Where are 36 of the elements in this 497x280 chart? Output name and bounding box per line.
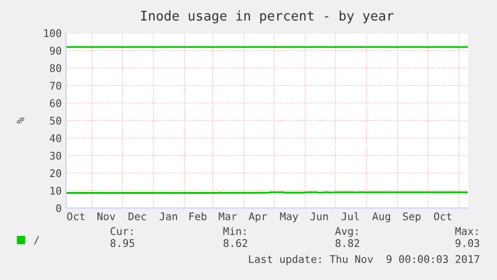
x-tick-label: Feb [189,212,206,220]
text: Cur: [110,227,132,236]
x-tick-label: Dec [128,212,146,220]
chart-title: Inode usage in percent - by year [141,10,394,24]
y-tick-label: 60 [50,99,62,108]
y-tick-label: 0 [56,204,62,212]
x-tick-label: Jun [310,212,328,220]
y-tick-label: 10 [50,186,62,195]
y-tick-label: 90 [50,46,62,55]
y-tick-label: 30 [50,152,62,160]
legend-label: / [34,236,39,245]
x-tick-label: Oct [434,212,452,220]
x-tick-label: Jan [160,212,177,220]
y-tick-label: 40 [50,134,62,142]
text: 8.82 [336,239,360,248]
text: 9.03 [456,239,480,248]
text: 8.62 [224,239,248,248]
x-tick-label: Apr [248,212,267,222]
x-tick-label: Jul [342,212,359,220]
x-tick-label: Aug [372,212,390,222]
x-tick-label: May [280,212,298,222]
text: Min: [223,226,246,235]
x-tick-label: Sep [403,212,420,222]
x-tick-label: Nov [98,212,116,220]
text: Avg: [335,227,358,238]
y-tick-label: 20 [50,169,62,178]
text: Last update: Thu Nov 9 00:00:03 2017 [249,254,480,266]
text: Max: [455,227,478,236]
x-tick-label: Mar [218,212,237,220]
text: 8.95 [110,239,134,248]
y-tick-label: 50 [50,116,62,125]
y-tick-label: 80 [50,64,62,72]
y-axis-title: % [16,118,24,124]
x-tick-label: Oct [67,212,84,220]
y-tick-label: 100 [44,29,62,38]
y-tick-label: 70 [50,82,62,90]
